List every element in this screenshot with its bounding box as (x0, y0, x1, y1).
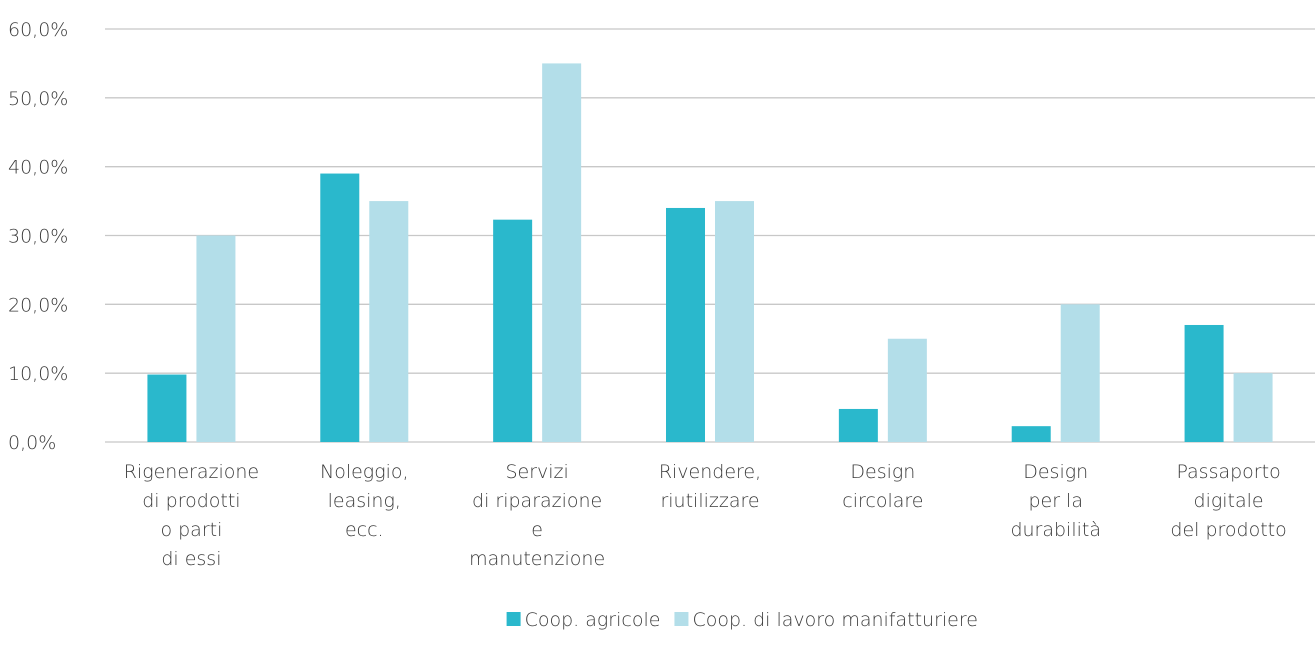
x-tick-label: Design circolare (842, 461, 923, 512)
legend-swatch (506, 612, 521, 626)
bar (493, 219, 533, 442)
y-tick-label: 0,0% (8, 432, 56, 454)
bar (196, 235, 236, 442)
y-tick-label: 30,0% (8, 226, 68, 248)
bar (320, 173, 360, 443)
x-tick-label: Noleggio, leasing, ecc. (320, 461, 409, 541)
y-tick-label: 40,0% (8, 157, 68, 179)
x-tick-label: Passaporto digitale del prodotto (1170, 461, 1286, 541)
y-tick-label: 10,0% (8, 363, 68, 385)
y-tick-label: 20,0% (8, 294, 68, 316)
x-tick-label: Rivendere, riutilizzare (659, 461, 761, 512)
bar (838, 408, 878, 442)
legend-label: Coop. di lavoro manifatturiere (692, 609, 978, 631)
bar (1184, 324, 1224, 442)
bar (666, 207, 705, 442)
bar (1011, 426, 1051, 442)
legend-swatch (674, 612, 689, 626)
bar (369, 201, 409, 442)
x-tick-label: Servizi di riparazione e manutenzione (469, 461, 605, 570)
bar (147, 374, 187, 442)
legend-label: Coop. agricole (525, 609, 661, 631)
bar (542, 63, 582, 443)
x-tick-label: Rigenerazione di prodotti o parti di essi (124, 461, 259, 570)
bar (1233, 373, 1273, 442)
bar (887, 338, 927, 442)
bar (1060, 304, 1100, 442)
y-tick-label: 50,0% (8, 88, 68, 110)
x-tick-label: Design per la durabilità (1010, 461, 1101, 541)
y-tick-label: 60,0% (8, 19, 68, 41)
bar (715, 201, 754, 442)
